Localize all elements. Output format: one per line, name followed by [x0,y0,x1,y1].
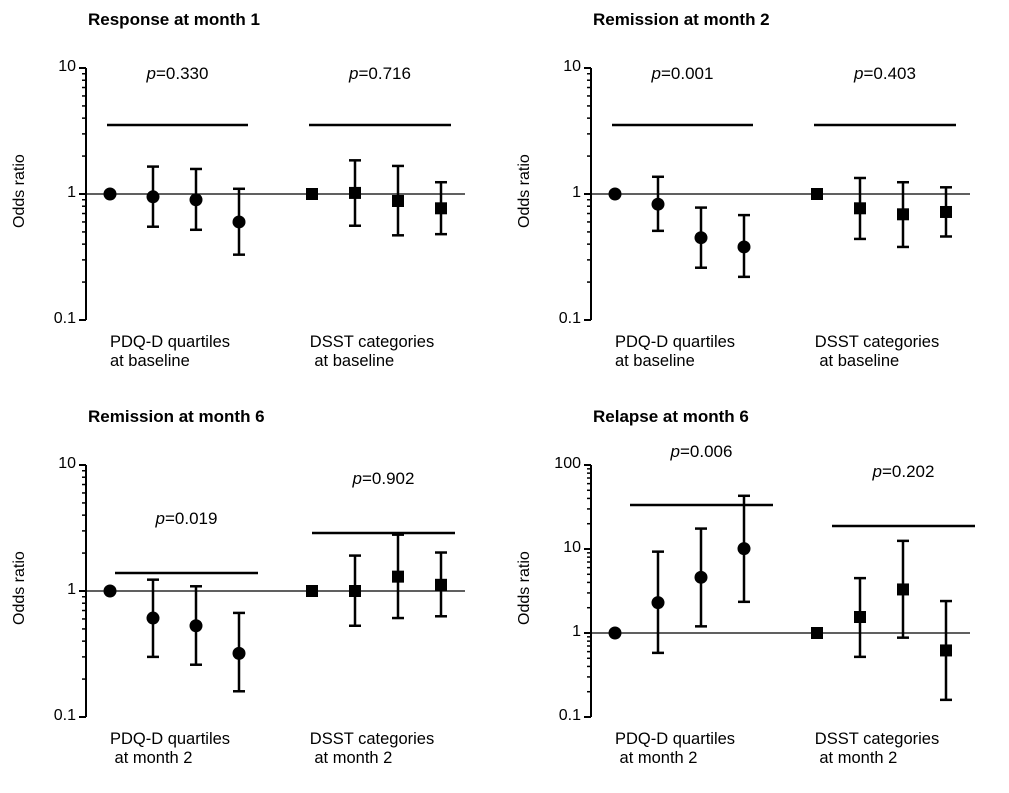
y-tick-label: 1 [572,623,581,640]
data-point-circle [103,584,117,598]
data-point-circle [232,646,246,660]
data-point-square [940,205,952,218]
y-tick-label: 10 [58,455,76,472]
y-tick-label: 1 [67,184,76,201]
group-label: PDQ-D quartiles at baseline [109,333,231,370]
data-point-square [435,578,447,591]
p-value-label: p=0.202 [872,462,935,481]
data-point-square [349,585,361,597]
data-point-square [306,585,318,597]
data-point-circle [694,231,708,245]
p-value-label: p=0.403 [854,64,916,83]
data-point-square [811,627,823,639]
group-label: DSST categories at month 2 [309,730,435,767]
chart-plot-area [79,67,465,321]
group-label: PDQ-D quartiles at baseline [614,333,736,370]
chart-plot-area [79,464,465,718]
y-tick-label: 0.1 [558,707,581,724]
data-point-circle [608,187,622,201]
chart-panel-remission-month6: Remission at month 6 Odds ratio 0.1 1 10 p=0.… [0,397,500,793]
data-point-square [392,194,404,207]
chart-title: Response at month 1 [88,10,260,29]
y-tick-label: 0.1 [53,707,76,724]
y-tick-label: 10 [563,539,581,556]
chart-plot-area [584,464,975,718]
y-tick-label: 100 [554,455,581,472]
chart-panel-remission-month2: Remission at month 2 Odds ratio 0.1 1 10 p=0.… [505,0,1005,396]
data-point-circle [189,619,203,633]
p-value-label: p=0.019 [155,509,218,528]
data-point-circle [146,611,160,625]
group-label: PDQ-D quartiles at month 2 [109,730,231,767]
y-tick-label: 10 [58,58,76,75]
data-point-circle [146,190,160,204]
chart-title: Remission at month 6 [88,407,265,426]
data-point-square [897,583,909,596]
group-label: DSST categories at baseline [814,333,940,370]
data-point-square [435,202,447,215]
data-point-circle [189,193,203,207]
data-point-circle [694,570,708,584]
data-point-circle [103,187,117,201]
chart-title: Relapse at month 6 [593,407,749,426]
group-label: DSST categories at month 2 [814,730,940,767]
data-point-circle [608,626,622,640]
data-point-circle [737,542,751,556]
data-point-square [392,570,404,583]
data-point-circle [651,197,665,211]
group-label: DSST categories at baseline [309,333,435,370]
data-point-circle [651,596,665,610]
y-tick-label: 10 [563,58,581,75]
data-point-square [897,208,909,221]
data-point-square [811,188,823,200]
y-tick-label: 1 [67,581,76,598]
data-point-square [306,188,318,200]
p-value-label: p=0.330 [146,64,209,83]
data-point-square [854,611,866,624]
p-value-label: p=0.006 [670,442,733,461]
chart-title: Remission at month 2 [593,10,770,29]
y-tick-label: 0.1 [53,310,76,327]
chart-panel-response-month1: Response at month 1 Odds ratio 0.1 1 10 p=0.3… [0,0,500,396]
y-tick-label: 0.1 [558,310,581,327]
data-point-square [854,202,866,215]
p-value-label: p=0.716 [349,64,411,83]
data-point-circle [232,215,246,229]
chart-panel-relapse-month6: Relapse at month 6 Odds ratio 0.1 1 10 100 p=0… [505,397,1005,793]
y-tick-label: 1 [572,184,581,201]
data-point-circle [737,240,751,254]
chart-plot-area [584,67,970,321]
group-label: PDQ-D quartiles at month 2 [614,730,736,767]
p-value-label: p=0.001 [651,64,714,83]
data-point-square [349,186,361,199]
p-value-label: p=0.902 [352,469,415,488]
data-point-square [940,644,952,657]
